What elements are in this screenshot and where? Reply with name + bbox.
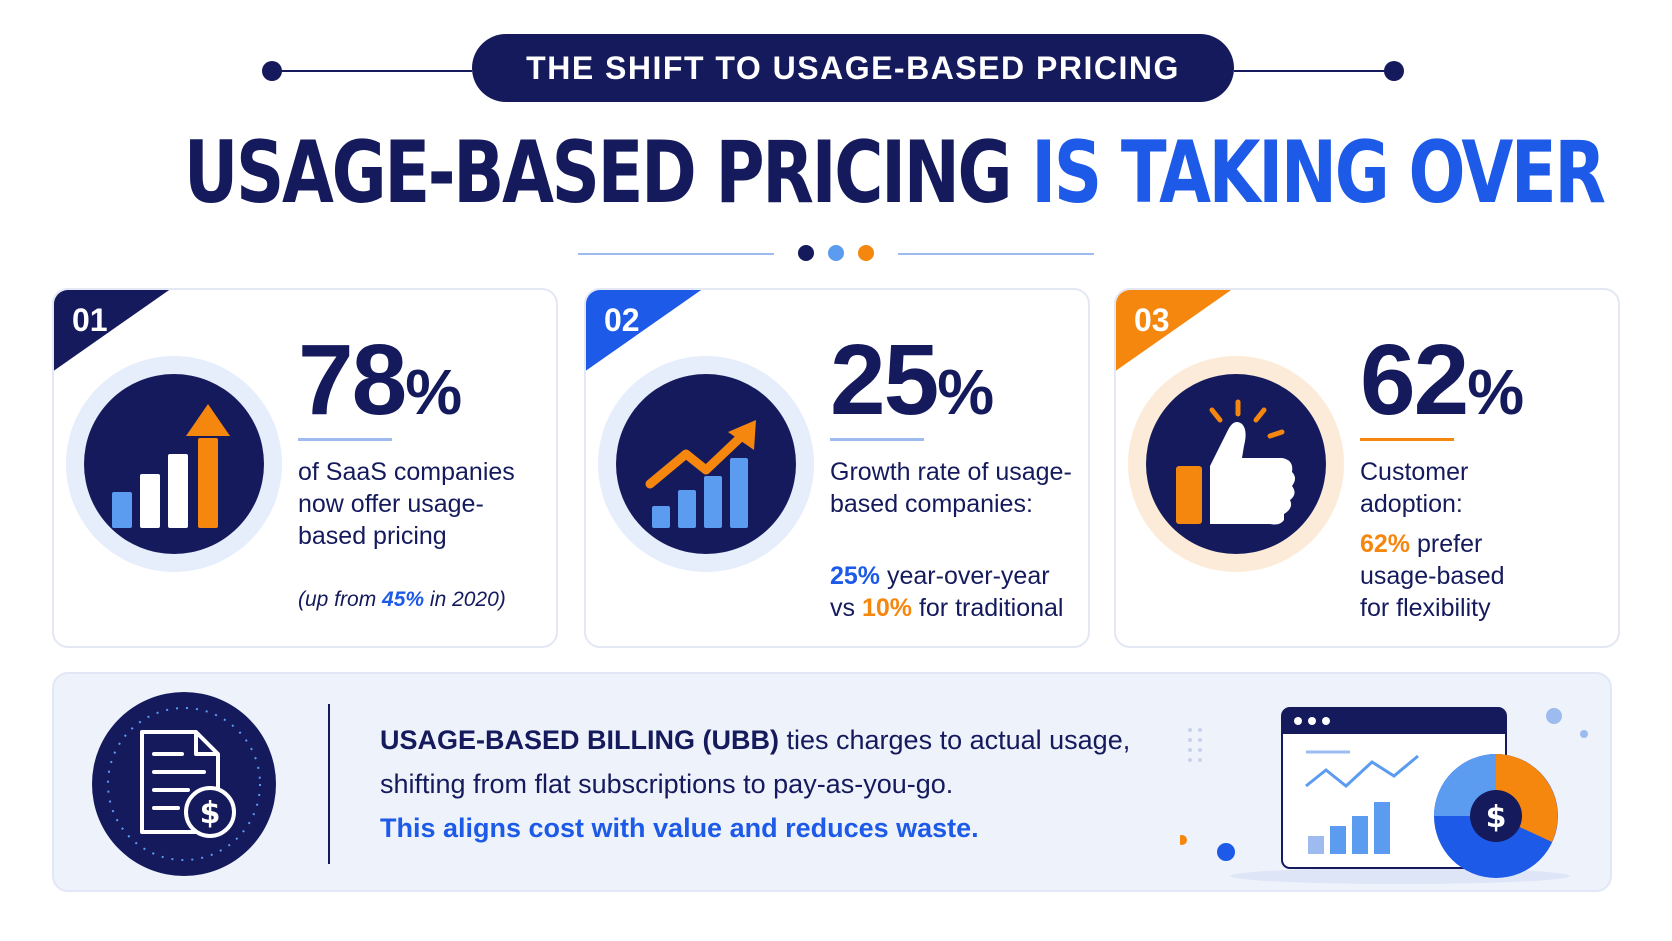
stat-underline — [1360, 438, 1454, 441]
section-pill-label: THE SHIFT TO USAGE-BASED PRICING — [526, 49, 1180, 86]
note-value: 45% — [382, 588, 425, 611]
header-right-dot — [1384, 61, 1404, 81]
stat-card-1: 01 78% of SaaS companies now offer usage… — [52, 288, 558, 648]
title-separator-right — [898, 253, 1094, 255]
stat-unit: % — [405, 356, 463, 428]
stat-description: of SaaS companies now offer usage-based … — [298, 458, 515, 550]
value-a: 25% — [830, 562, 881, 590]
bar-chart-arrow-up-icon — [84, 374, 264, 554]
ubb-line-1: USAGE-BASED BILLING (UBB) ties charges t… — [380, 718, 1200, 762]
card-badge-number: 02 — [604, 302, 640, 338]
card-badge-number: 03 — [1134, 302, 1170, 338]
growth-chart-icon — [616, 374, 796, 554]
ubb-line-2: shifting from flat subscriptions to pay-… — [380, 769, 954, 799]
separator-dot-orange — [858, 245, 874, 261]
ubb-description: USAGE-BASED BILLING (UBB) ties charges t… — [380, 718, 1200, 850]
text-b-suffix: for traditional — [912, 594, 1064, 622]
thumbs-up-icon — [1146, 374, 1326, 554]
ubb-line-3: This aligns cost with value and reduces … — [380, 813, 979, 843]
header-left-dot — [262, 61, 282, 81]
text-a: year-over-year — [880, 562, 1050, 590]
stat-unit: % — [937, 356, 995, 428]
stat-number: 78 — [298, 324, 407, 436]
ubb-line-1-rest: ties charges to actual usage, — [779, 725, 1131, 755]
stat-number: 25 — [830, 324, 939, 436]
svg-text:$: $ — [1486, 800, 1507, 835]
invoice-dollar-icon: $ — [92, 692, 276, 876]
stat-note: (up from 45% in 2020) — [298, 584, 548, 616]
header-left-line — [272, 70, 472, 72]
ubb-term: USAGE-BASED BILLING (UBB) — [380, 725, 779, 755]
page-title: USAGE-BASED PRICING IS TAKING OVER — [183, 118, 1606, 228]
text-a: prefer usage-based for flexibility — [1360, 530, 1505, 622]
note-suffix: in 2020) — [424, 588, 506, 611]
card-badge-number: 01 — [72, 302, 108, 338]
separator-dot-navy — [798, 245, 814, 261]
stat-value: 62% — [1360, 320, 1524, 452]
stat-underline — [830, 438, 924, 441]
stat-value: 25% — [830, 320, 994, 452]
title-dark: USAGE-BASED PRICING — [183, 123, 1013, 223]
stat-description: Customer adoption: — [1360, 458, 1469, 518]
title-separator-left — [578, 253, 774, 255]
header-right-line — [1234, 70, 1394, 72]
note-prefix: (up from — [298, 588, 383, 611]
stat-value: 78% — [298, 320, 462, 452]
title-blue: IS TAKING OVER — [1031, 123, 1606, 223]
stat-description: Growth rate of usage-based companies: — [830, 458, 1072, 518]
stat-comparison: 25% year-over-year vs 10% for traditiona… — [830, 560, 1080, 624]
stat-number: 62 — [1360, 324, 1469, 436]
stat-unit: % — [1467, 356, 1525, 428]
section-pill: THE SHIFT TO USAGE-BASED PRICING — [472, 34, 1234, 102]
stat-adoption: 62% prefer usage-based for flexibility — [1360, 528, 1530, 624]
value-a: 62% — [1360, 530, 1411, 558]
dashboard-dollar-pie-icon: $ — [1180, 707, 1588, 884]
separator-dot-blue — [828, 245, 844, 261]
stat-card-2: 02 25% Growth rate of usage-based compan… — [584, 288, 1090, 648]
text-b-prefix: vs — [830, 594, 862, 622]
value-b: 10% — [861, 594, 912, 622]
svg-text:$: $ — [200, 796, 221, 831]
panel-divider — [328, 704, 330, 864]
stat-underline — [298, 438, 392, 441]
stat-card-3: 03 62% Customer adoption: 62% prefer usa… — [1114, 288, 1620, 648]
